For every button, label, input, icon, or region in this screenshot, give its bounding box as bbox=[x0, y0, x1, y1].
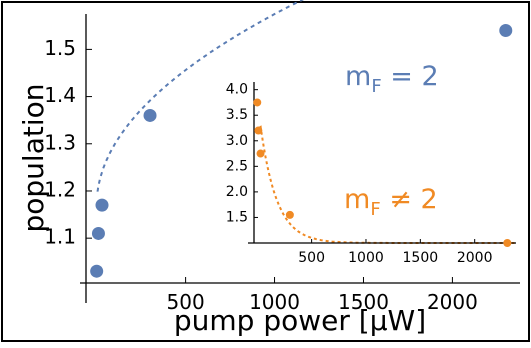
main-data-point bbox=[143, 108, 157, 122]
inset-y-tick-label: 1.5 bbox=[226, 209, 248, 225]
inset-x-tick-label: 1500 bbox=[403, 250, 439, 266]
main-x-tick-label: 1000 bbox=[249, 290, 300, 314]
x-axis-title: pump power [μW] bbox=[174, 304, 426, 337]
inset-y-tick-label: 2.5 bbox=[226, 158, 248, 174]
main-data-point bbox=[90, 264, 104, 278]
inset-data-point bbox=[254, 126, 263, 135]
inset-x-tick-label: 500 bbox=[298, 250, 325, 266]
inset-y-tick-label: 4.0 bbox=[226, 82, 248, 98]
main-data-point bbox=[499, 24, 513, 38]
main-ticks: 500 1000 1500 2000 1.1 1.2 1.3 1.4 1.5 bbox=[44, 36, 478, 314]
series-label-mf2-main: m bbox=[345, 61, 371, 92]
main-x-tick-label: 2000 bbox=[427, 290, 478, 314]
series-label-mf2-sub: F bbox=[371, 76, 381, 97]
main-y-tick-label: 1.2 bbox=[44, 177, 76, 201]
main-data-point bbox=[91, 226, 105, 240]
main-x-tick-label: 1500 bbox=[338, 290, 389, 314]
main-points-layer bbox=[90, 24, 513, 278]
main-axes bbox=[80, 14, 520, 303]
inset-x-tick-label: 2000 bbox=[457, 250, 493, 266]
series-label-mfne2-rest: ≠ 2 bbox=[381, 184, 438, 215]
inset-data-point bbox=[256, 149, 265, 158]
main-y-tick-label: 1.1 bbox=[44, 225, 76, 249]
series-label-mfne2: mF ≠ 2 bbox=[344, 184, 438, 220]
y-axis-title: population bbox=[17, 84, 50, 233]
inset-fit-curve-layer bbox=[259, 125, 516, 244]
figure-border bbox=[1, 1, 530, 342]
series-label-mfne2-main: m bbox=[344, 184, 370, 215]
main-y-tick-label: 1.4 bbox=[44, 83, 76, 107]
main-y-tick-label: 1.3 bbox=[44, 130, 76, 154]
inset-y-tick-label: 2.0 bbox=[226, 184, 248, 200]
inset-points-layer bbox=[253, 98, 512, 247]
main-fit-curve-layer bbox=[96, 0, 304, 192]
inset-data-point bbox=[285, 210, 294, 219]
inset-y-tick-label: 3.5 bbox=[226, 107, 248, 123]
inset-axes bbox=[248, 82, 516, 244]
inset-y-tick-label: 3.0 bbox=[226, 133, 248, 149]
inset-fit-curve bbox=[259, 125, 516, 244]
series-label-mf2: mF = 2 bbox=[345, 61, 439, 97]
inset-x-tick-label: 1000 bbox=[348, 250, 384, 266]
inset-data-point bbox=[253, 98, 262, 107]
inset-ticks: 500 1000 1500 2000 1.5 2.0 2.5 3.0 3.5 4.0 bbox=[226, 82, 493, 266]
main-fit-curve bbox=[96, 0, 304, 192]
inset-data-point bbox=[503, 239, 512, 247]
series-label-mfne2-sub: F bbox=[370, 199, 380, 220]
series-label-mf2-rest: = 2 bbox=[382, 61, 439, 92]
main-y-tick-label: 1.5 bbox=[44, 36, 76, 60]
main-x-tick-label: 500 bbox=[167, 290, 205, 314]
main-data-point bbox=[95, 198, 109, 212]
